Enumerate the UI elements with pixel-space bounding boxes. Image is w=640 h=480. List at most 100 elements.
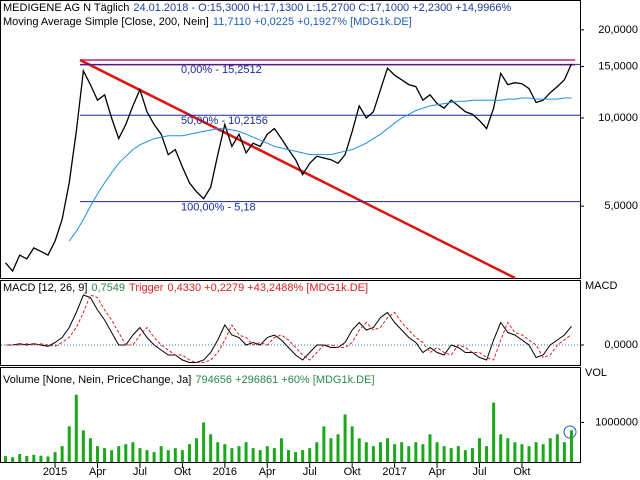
x-tick-label: Jul — [133, 466, 147, 478]
x-tick-label: Okt — [344, 466, 361, 478]
volume-bar — [279, 438, 283, 462]
x-tick-label: Jul — [472, 466, 486, 478]
volume-bar — [209, 434, 213, 462]
volume-bar — [470, 448, 474, 462]
price-panel — [0, 0, 581, 279]
volume-bar — [400, 442, 404, 462]
volume-bar — [562, 442, 566, 462]
volume-bar — [428, 434, 432, 462]
x-tick-label: 2015 — [43, 466, 67, 478]
volume-bar — [166, 450, 170, 462]
volume-bar — [272, 448, 276, 462]
macd-panel — [0, 280, 581, 366]
volume-bar — [60, 446, 64, 462]
volume-bar — [414, 442, 418, 462]
x-tick-label: Apr — [428, 466, 445, 478]
volume-bar — [499, 434, 503, 462]
x-tick-label: Okt — [513, 466, 530, 478]
volume-bar — [67, 426, 71, 462]
volume-bar — [308, 448, 312, 462]
x-tick-label: 2017 — [382, 466, 406, 478]
volume-bar — [187, 444, 191, 462]
x-tick-label: Apr — [259, 466, 276, 478]
series-line — [5, 294, 572, 363]
volume-bar — [39, 455, 43, 462]
volume-bar — [569, 430, 573, 462]
volume-bar — [478, 438, 481, 462]
volume-bar — [131, 442, 135, 462]
volume-bar — [386, 438, 390, 462]
legend-name: Trigger — [129, 282, 164, 294]
legend: MEDIGENE AG N Täglich 24.01.2018 - O:15,3… — [3, 2, 512, 14]
volume-bar — [485, 446, 489, 462]
fib-label: 100,00% - 5,18 — [181, 202, 256, 214]
legend-name: Moving Average Simple [Close, 200, Nein] — [3, 16, 209, 28]
volume-bar — [492, 402, 496, 462]
volume-bar — [4, 456, 8, 462]
volume-bar — [216, 442, 220, 462]
volume-bar — [336, 434, 340, 462]
x-tick-label: 2016 — [213, 466, 237, 478]
y-tick-label: 1000000 — [595, 416, 638, 428]
axis-title: MACD — [585, 280, 617, 292]
volume-bar — [88, 438, 92, 462]
volume-bar — [103, 448, 107, 462]
volume-bar — [11, 457, 15, 462]
legend-name: Volume [None, Nein, PriceChange, Ja] — [3, 374, 191, 386]
volume-bar — [258, 450, 262, 462]
y-tick-label: 20,0000 — [598, 24, 638, 36]
volume-bar — [371, 446, 375, 462]
volume-bar — [244, 442, 248, 462]
volume-bar — [548, 438, 552, 462]
volume-bar — [315, 442, 319, 462]
y-tick-label: 0,0000 — [604, 339, 638, 351]
volume-bar — [364, 442, 368, 462]
volume-bar — [117, 446, 121, 462]
volume-bar — [449, 448, 453, 462]
x-tick-label: Okt — [174, 466, 191, 478]
volume-bar — [145, 450, 149, 462]
volume-bar — [357, 438, 361, 462]
volume-bar — [520, 444, 524, 462]
fib-label: 50,00% - 10,2156 — [181, 115, 268, 127]
volume-bar — [173, 448, 177, 462]
legend-readout: 24.01.2018 - O:15,3000 H:17,1300 L:15,27… — [133, 2, 511, 14]
legend-readout: 0,4330 +0,2279 +43,2488% [MDG1k.DE] — [167, 282, 368, 294]
volume-bar — [435, 442, 439, 462]
volume-bar — [237, 446, 241, 462]
legend: MACD [12, 26, 9] 0,7549 Trigger 0,4330 +0,2… — [3, 282, 368, 294]
volume-panel — [0, 367, 581, 463]
volume-bar — [18, 454, 22, 462]
legend-name: MACD [12, 26, 9] — [3, 282, 87, 294]
y-tick-label: 15,0000 — [598, 60, 638, 72]
volume-bar — [463, 450, 467, 462]
volume-bar — [343, 414, 347, 462]
fib-label: 0,00% - 15,2512 — [181, 64, 262, 76]
legend-readout: 11,7110 +0,0225 +0,1927% [MDG1k.DE] — [213, 16, 412, 28]
volume-bar — [74, 394, 78, 462]
volume-bar — [407, 446, 411, 462]
volume-bar — [230, 448, 234, 462]
legend: Moving Average Simple [Close, 200, Nein]… — [3, 16, 412, 28]
volume-bar — [378, 442, 382, 462]
volume-bar — [202, 422, 206, 462]
x-tick-label: Jul — [303, 466, 317, 478]
volume-bar — [195, 438, 199, 462]
legend: Volume [None, Nein, PriceChange, Ja] 7946… — [3, 374, 375, 386]
volume-bar — [442, 446, 446, 462]
volume-bar — [53, 452, 57, 462]
volume-bar — [421, 444, 425, 462]
volume-bar — [180, 450, 184, 462]
volume-bar — [223, 444, 227, 462]
volume-bar — [159, 446, 163, 462]
volume-bar — [46, 456, 50, 462]
volume-bar — [294, 452, 298, 462]
volume-bar — [541, 444, 545, 462]
volume-bar — [251, 448, 255, 462]
volume-bar — [456, 446, 460, 462]
axis-title: VOL — [585, 367, 607, 379]
volume-bar — [350, 426, 354, 462]
